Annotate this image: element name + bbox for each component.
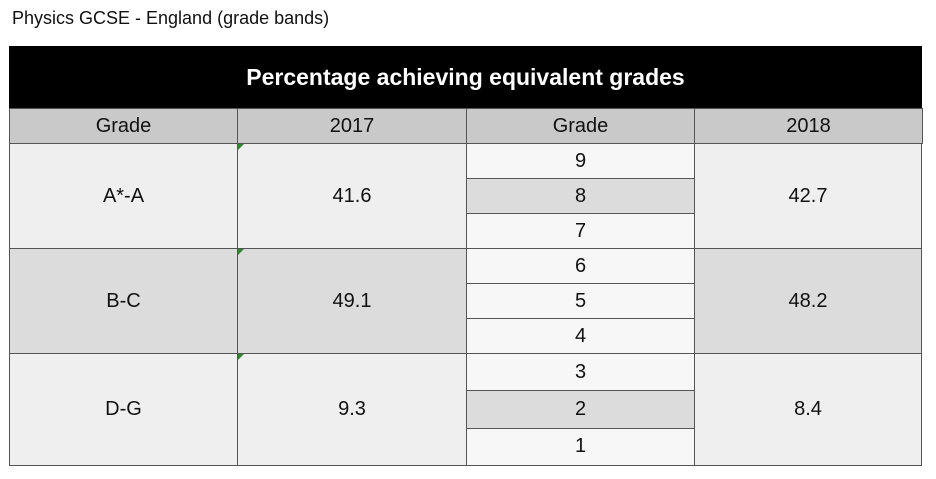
value-2017: 49.1 xyxy=(237,248,467,354)
value-2018: 8.4 xyxy=(694,353,922,466)
column-header: Grade xyxy=(9,108,238,144)
grade-band: D-G xyxy=(9,353,238,466)
grade: 9 xyxy=(466,143,695,179)
column-header: 2017 xyxy=(237,108,467,144)
grade-band: B-C xyxy=(9,248,238,354)
grade-band: A*-A xyxy=(9,143,238,249)
column-header: Grade xyxy=(466,108,695,144)
value-2018: 48.2 xyxy=(694,248,922,354)
grade: 1 xyxy=(466,427,695,466)
grade: 7 xyxy=(466,213,695,249)
table-title: Percentage achieving equivalent grades xyxy=(9,46,922,109)
column-header: 2018 xyxy=(694,108,923,144)
grade: 5 xyxy=(466,283,695,319)
grade: 6 xyxy=(466,248,695,284)
grade: 8 xyxy=(466,178,695,214)
value-2017: 9.3 xyxy=(237,353,467,466)
grade: 4 xyxy=(466,318,695,354)
value-2017: 41.6 xyxy=(237,143,467,249)
value-2018: 42.7 xyxy=(694,143,922,249)
grade: 3 xyxy=(466,353,695,392)
page-heading: Physics GCSE - England (grade bands) xyxy=(12,8,330,28)
grade: 2 xyxy=(466,390,695,429)
